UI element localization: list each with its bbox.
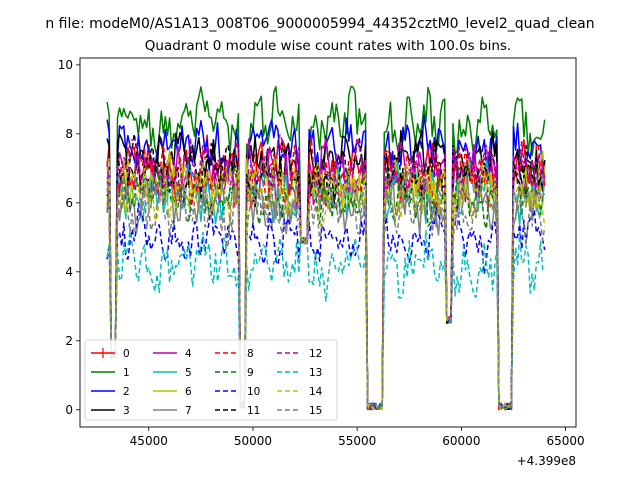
x-axis: 45000 50000 55000 60000 65000: [130, 427, 585, 448]
series-line-15: [106, 172, 546, 410]
chart-title: Quadrant 0 module wise count rates with …: [145, 38, 511, 54]
legend-label-9: 9: [247, 367, 254, 379]
legend-label-4: 4: [185, 348, 192, 360]
y-tick-label: 10: [58, 58, 73, 72]
series-line-12: [106, 133, 546, 411]
figure-suptitle: n file: modeM0/AS1A13_008T06_9000005994_…: [45, 16, 594, 32]
legend-label-5: 5: [185, 367, 192, 379]
series-line-10: [106, 199, 546, 410]
plot-frame: [79, 57, 577, 428]
x-tick-label: 65000: [546, 434, 584, 448]
series-layer: [106, 85, 546, 411]
legend-label-8: 8: [247, 348, 254, 360]
legend-label-1: 1: [123, 367, 130, 379]
legend-label-10: 10: [247, 386, 260, 398]
x-tick-label: 55000: [338, 434, 376, 448]
legend-label-11: 11: [247, 405, 260, 417]
y-tick-label: 0: [65, 403, 73, 417]
x-tick-label: 50000: [234, 434, 272, 448]
x-tick-label: 45000: [130, 434, 168, 448]
x-tick-label: 60000: [442, 434, 480, 448]
legend-label-6: 6: [185, 386, 192, 398]
series-line-13: [106, 229, 546, 410]
legend-label-13: 13: [309, 367, 322, 379]
y-tick-label: 8: [65, 127, 73, 141]
legend-label-12: 12: [309, 348, 322, 360]
x-offset-label: +4.399e8: [517, 454, 576, 468]
series-line-9: [106, 165, 546, 410]
legend-label-7: 7: [185, 405, 192, 417]
legend-box: [84, 339, 338, 421]
legend-label-3: 3: [123, 405, 130, 417]
y-tick-label: 2: [65, 334, 73, 348]
legend-label-15: 15: [309, 405, 322, 417]
y-tick-label: 4: [65, 265, 73, 279]
y-axis: 0 2 4 6 8 10: [58, 58, 80, 417]
series-line-14: [106, 157, 546, 411]
legend-label-14: 14: [309, 386, 323, 398]
y-tick-label: 6: [65, 196, 73, 210]
legend-label-0: 0: [123, 348, 130, 360]
series-line-4: [106, 138, 546, 411]
legend-label-2: 2: [123, 386, 130, 398]
